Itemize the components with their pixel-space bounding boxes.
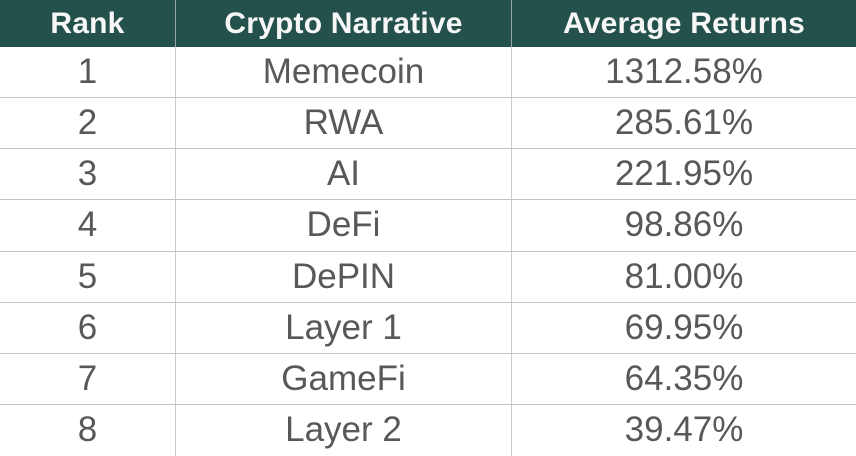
narrative-value: Layer 2 bbox=[285, 410, 402, 450]
narrative-value: Layer 1 bbox=[285, 307, 402, 347]
narrative-cell: Layer 2 bbox=[176, 404, 512, 456]
rank-cell: 5 bbox=[0, 251, 176, 303]
header-label-rank: Rank bbox=[50, 6, 125, 40]
rank-value: 7 bbox=[77, 358, 98, 398]
returns-value: 69.95% bbox=[624, 307, 744, 347]
returns-cell: 81.00% bbox=[512, 251, 856, 303]
narrative-value: DeFi bbox=[306, 205, 381, 245]
returns-value: 98.86% bbox=[624, 205, 744, 245]
returns-cell: 64.35% bbox=[512, 353, 856, 405]
narrative-value: GameFi bbox=[281, 358, 406, 398]
returns-cell: 1312.58% bbox=[512, 47, 856, 99]
returns-value: 1312.58% bbox=[605, 52, 763, 92]
rank-value: 1 bbox=[77, 52, 98, 92]
rank-cell: 6 bbox=[0, 302, 176, 354]
returns-cell: 69.95% bbox=[512, 302, 856, 354]
returns-cell: 221.95% bbox=[512, 149, 856, 201]
narrative-cell: RWA bbox=[176, 98, 512, 150]
header-label-narrative: Crypto Narrative bbox=[224, 6, 463, 40]
rank-value: 4 bbox=[77, 205, 98, 245]
rank-cell: 4 bbox=[0, 200, 176, 252]
returns-value: 221.95% bbox=[614, 154, 754, 194]
narrative-cell: DePIN bbox=[176, 251, 512, 303]
returns-value: 64.35% bbox=[624, 358, 744, 398]
header-label-returns: Average Returns bbox=[563, 6, 805, 40]
narrative-cell: Layer 1 bbox=[176, 302, 512, 354]
rank-value: 6 bbox=[77, 307, 98, 347]
returns-value: 81.00% bbox=[624, 256, 744, 296]
header-cell-rank: Rank bbox=[0, 0, 176, 47]
rank-value: 5 bbox=[77, 256, 98, 296]
rank-cell: 3 bbox=[0, 149, 176, 201]
narrative-cell: AI bbox=[176, 149, 512, 201]
narrative-value: AI bbox=[326, 154, 361, 194]
rank-value: 2 bbox=[77, 103, 98, 143]
returns-cell: 98.86% bbox=[512, 200, 856, 252]
narrative-cell: Memecoin bbox=[176, 47, 512, 99]
rank-cell: 2 bbox=[0, 98, 176, 150]
rank-value: 8 bbox=[77, 410, 98, 450]
narrative-value: DePIN bbox=[291, 256, 396, 296]
returns-cell: 39.47% bbox=[512, 404, 856, 456]
rank-value: 3 bbox=[77, 154, 98, 194]
narrative-value: RWA bbox=[303, 103, 384, 143]
narrative-cell: GameFi bbox=[176, 353, 512, 405]
returns-cell: 285.61% bbox=[512, 98, 856, 150]
header-cell-returns: Average Returns bbox=[512, 0, 856, 47]
rank-cell: 8 bbox=[0, 404, 176, 456]
returns-value: 39.47% bbox=[624, 410, 744, 450]
rank-cell: 1 bbox=[0, 47, 176, 99]
header-cell-narrative: Crypto Narrative bbox=[176, 0, 512, 47]
narrative-value: Memecoin bbox=[262, 52, 425, 92]
returns-value: 285.61% bbox=[614, 103, 754, 143]
rank-cell: 7 bbox=[0, 353, 176, 405]
narrative-cell: DeFi bbox=[176, 200, 512, 252]
